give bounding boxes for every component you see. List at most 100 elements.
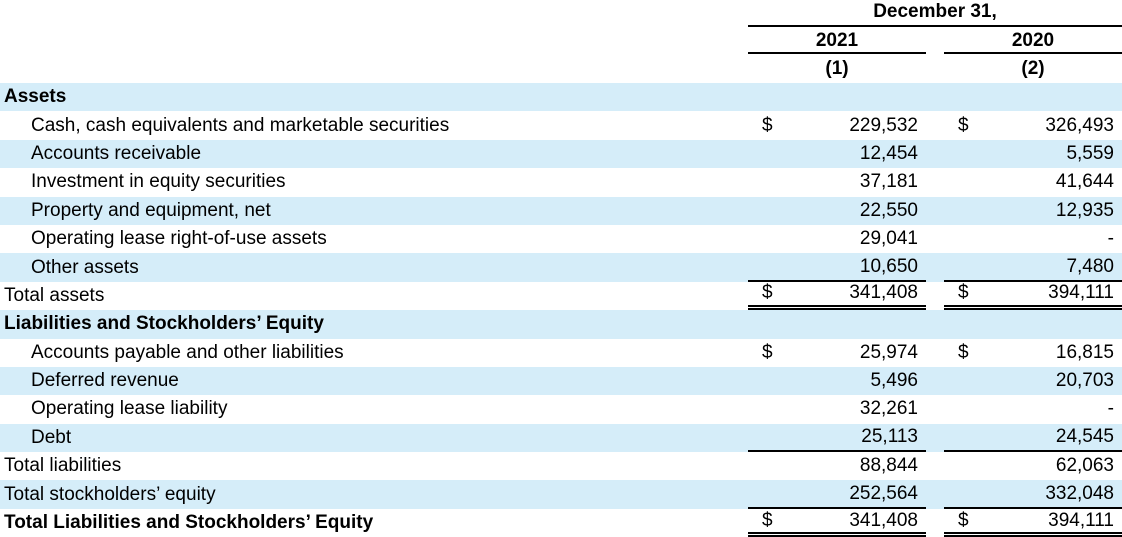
row-label: Liabilities and Stockholders’ Equity bbox=[4, 313, 324, 335]
cell-2021: 12,454 bbox=[748, 140, 926, 168]
cell-value-2021: 5,496 bbox=[870, 370, 918, 392]
cell-value-2020: 5,559 bbox=[1066, 142, 1114, 164]
column-gap bbox=[926, 27, 944, 54]
row-label: Deferred revenue bbox=[31, 370, 179, 392]
cell-value-2021: 341,408 bbox=[849, 509, 918, 531]
cell-value-2021: 29,041 bbox=[859, 228, 918, 250]
row-label: Total Liabilities and Stockholders’ Equi… bbox=[4, 512, 374, 534]
cell-2021: 5,496 bbox=[748, 367, 926, 395]
cell-2020: 332,048 bbox=[944, 480, 1122, 509]
table-row: Total assets $ 341,408 $ 394,111 bbox=[0, 282, 1122, 311]
row-label: Operating lease liability bbox=[31, 398, 228, 420]
cell-2020: $ 394,111 bbox=[944, 282, 1122, 311]
header-note-row: (1) (2) bbox=[748, 54, 1122, 83]
dollar-sign: $ bbox=[762, 114, 773, 136]
cell-value-2021: 229,532 bbox=[849, 114, 918, 136]
cell-2020: 5,559 bbox=[944, 140, 1122, 168]
cell-2020: - bbox=[944, 395, 1122, 423]
cell-value-2021: 341,408 bbox=[849, 282, 918, 304]
cell-value-2021: 25,113 bbox=[861, 425, 918, 447]
cell-value-2021: 32,261 bbox=[859, 398, 918, 420]
cell-value-2020: 62,063 bbox=[1055, 455, 1114, 477]
table-row: Other assets 10,650 7,480 bbox=[0, 253, 1122, 282]
cell-2020: $ 16,815 bbox=[944, 339, 1122, 367]
table-row: Operating lease liability 32,261 - bbox=[0, 395, 1122, 423]
cell-2021: $ 341,408 bbox=[748, 509, 926, 537]
dollar-sign: $ bbox=[762, 282, 773, 304]
cell-value-2021: 88,844 bbox=[859, 455, 918, 477]
header-date-label: December 31, bbox=[748, 0, 1122, 27]
cell-2021: $ 341,408 bbox=[748, 282, 926, 311]
row-label: Total liabilities bbox=[4, 455, 122, 477]
row-label: Property and equipment, net bbox=[31, 199, 271, 221]
cell-2021: $ 25,974 bbox=[748, 339, 926, 367]
header-columns-area: December 31, 2021 2020 (1) (2) bbox=[748, 0, 1122, 83]
table-row: Investment in equity securities 37,181 4… bbox=[0, 168, 1122, 196]
cell-value-2020: 394,111 bbox=[1048, 282, 1114, 304]
cell-2020: - bbox=[944, 225, 1122, 253]
cell-2021: $ 229,532 bbox=[748, 111, 926, 139]
table-row: Assets bbox=[0, 83, 1122, 112]
table-row: Property and equipment, net 22,550 12,93… bbox=[0, 196, 1122, 225]
row-label: Other assets bbox=[31, 256, 139, 278]
cell-2020: 7,480 bbox=[944, 253, 1122, 282]
dollar-sign: $ bbox=[762, 341, 773, 363]
row-label: Debt bbox=[31, 426, 72, 448]
cell-2021: 10,650 bbox=[748, 253, 926, 282]
cell-value-2021: 252,564 bbox=[849, 482, 918, 504]
cell-2020: 24,545 bbox=[944, 424, 1122, 453]
row-label: Accounts receivable bbox=[31, 142, 202, 164]
table-row: Liabilities and Stockholders’ Equity bbox=[0, 310, 1122, 339]
row-label: Operating lease right-of-use assets bbox=[31, 228, 327, 250]
cell-value-2020: 326,493 bbox=[1045, 114, 1114, 136]
cell-2021 bbox=[748, 83, 926, 111]
dollar-sign: $ bbox=[958, 509, 969, 531]
cell-value-2020: 12,935 bbox=[1055, 199, 1114, 221]
table-row: Operating lease right-of-use assets 29,0… bbox=[0, 225, 1122, 253]
row-label: Assets bbox=[4, 86, 67, 108]
cell-value-2021: 22,550 bbox=[859, 199, 918, 221]
dollar-sign: $ bbox=[958, 114, 969, 136]
table-row: Debt 25,113 24,545 bbox=[0, 423, 1122, 453]
cell-2021: 22,550 bbox=[748, 197, 926, 225]
cell-value-2020: - bbox=[1107, 398, 1114, 420]
table-row: Deferred revenue 5,496 20,703 bbox=[0, 366, 1122, 396]
cell-2020: 12,935 bbox=[944, 197, 1122, 225]
row-label: Investment in equity securities bbox=[31, 171, 286, 193]
cell-2020: 20,703 bbox=[944, 367, 1122, 395]
cell-2021: 32,261 bbox=[748, 395, 926, 423]
column-note-1: (1) bbox=[825, 58, 849, 79]
column-header-2021: 2021 bbox=[748, 27, 926, 54]
table-header: December 31, 2021 2020 (1) (2) bbox=[0, 0, 1122, 83]
cell-value-2021: 10,650 bbox=[859, 255, 918, 277]
row-label: Total stockholders’ equity bbox=[4, 483, 216, 505]
table-row: Total liabilities 88,844 62,063 bbox=[0, 452, 1122, 480]
row-label: Accounts payable and other liabilities bbox=[31, 341, 344, 363]
row-label: Cash, cash equivalents and marketable se… bbox=[31, 114, 450, 136]
cell-value-2020: 7,480 bbox=[1066, 255, 1114, 277]
dollar-sign: $ bbox=[958, 341, 969, 363]
cell-value-2020: - bbox=[1107, 228, 1114, 250]
dollar-sign: $ bbox=[762, 509, 773, 531]
cell-2021: 88,844 bbox=[748, 452, 926, 480]
cell-2020 bbox=[944, 83, 1122, 111]
cell-2020: 41,644 bbox=[944, 168, 1122, 196]
cell-2020 bbox=[944, 310, 1122, 338]
row-label: Total assets bbox=[4, 284, 105, 306]
cell-2021: 25,113 bbox=[748, 424, 926, 453]
table-body: Assets Cash, cash equivalents and market… bbox=[0, 83, 1122, 537]
table-row: Total Liabilities and Stockholders’ Equi… bbox=[0, 509, 1122, 537]
cell-2020: $ 326,493 bbox=[944, 111, 1122, 139]
cell-value-2020: 16,815 bbox=[1055, 341, 1114, 363]
cell-2021 bbox=[748, 310, 926, 338]
cell-value-2021: 25,974 bbox=[859, 341, 918, 363]
column-header-2020: 2020 bbox=[944, 27, 1122, 54]
cell-value-2020: 24,545 bbox=[1055, 425, 1114, 447]
table-row: Cash, cash equivalents and marketable se… bbox=[0, 111, 1122, 139]
column-note-2: (2) bbox=[1021, 58, 1045, 79]
table-row: Accounts payable and other liabilities $… bbox=[0, 339, 1122, 367]
dollar-sign: $ bbox=[958, 282, 969, 304]
cell-value-2020: 20,703 bbox=[1055, 370, 1114, 392]
cell-value-2020: 332,048 bbox=[1045, 482, 1114, 504]
